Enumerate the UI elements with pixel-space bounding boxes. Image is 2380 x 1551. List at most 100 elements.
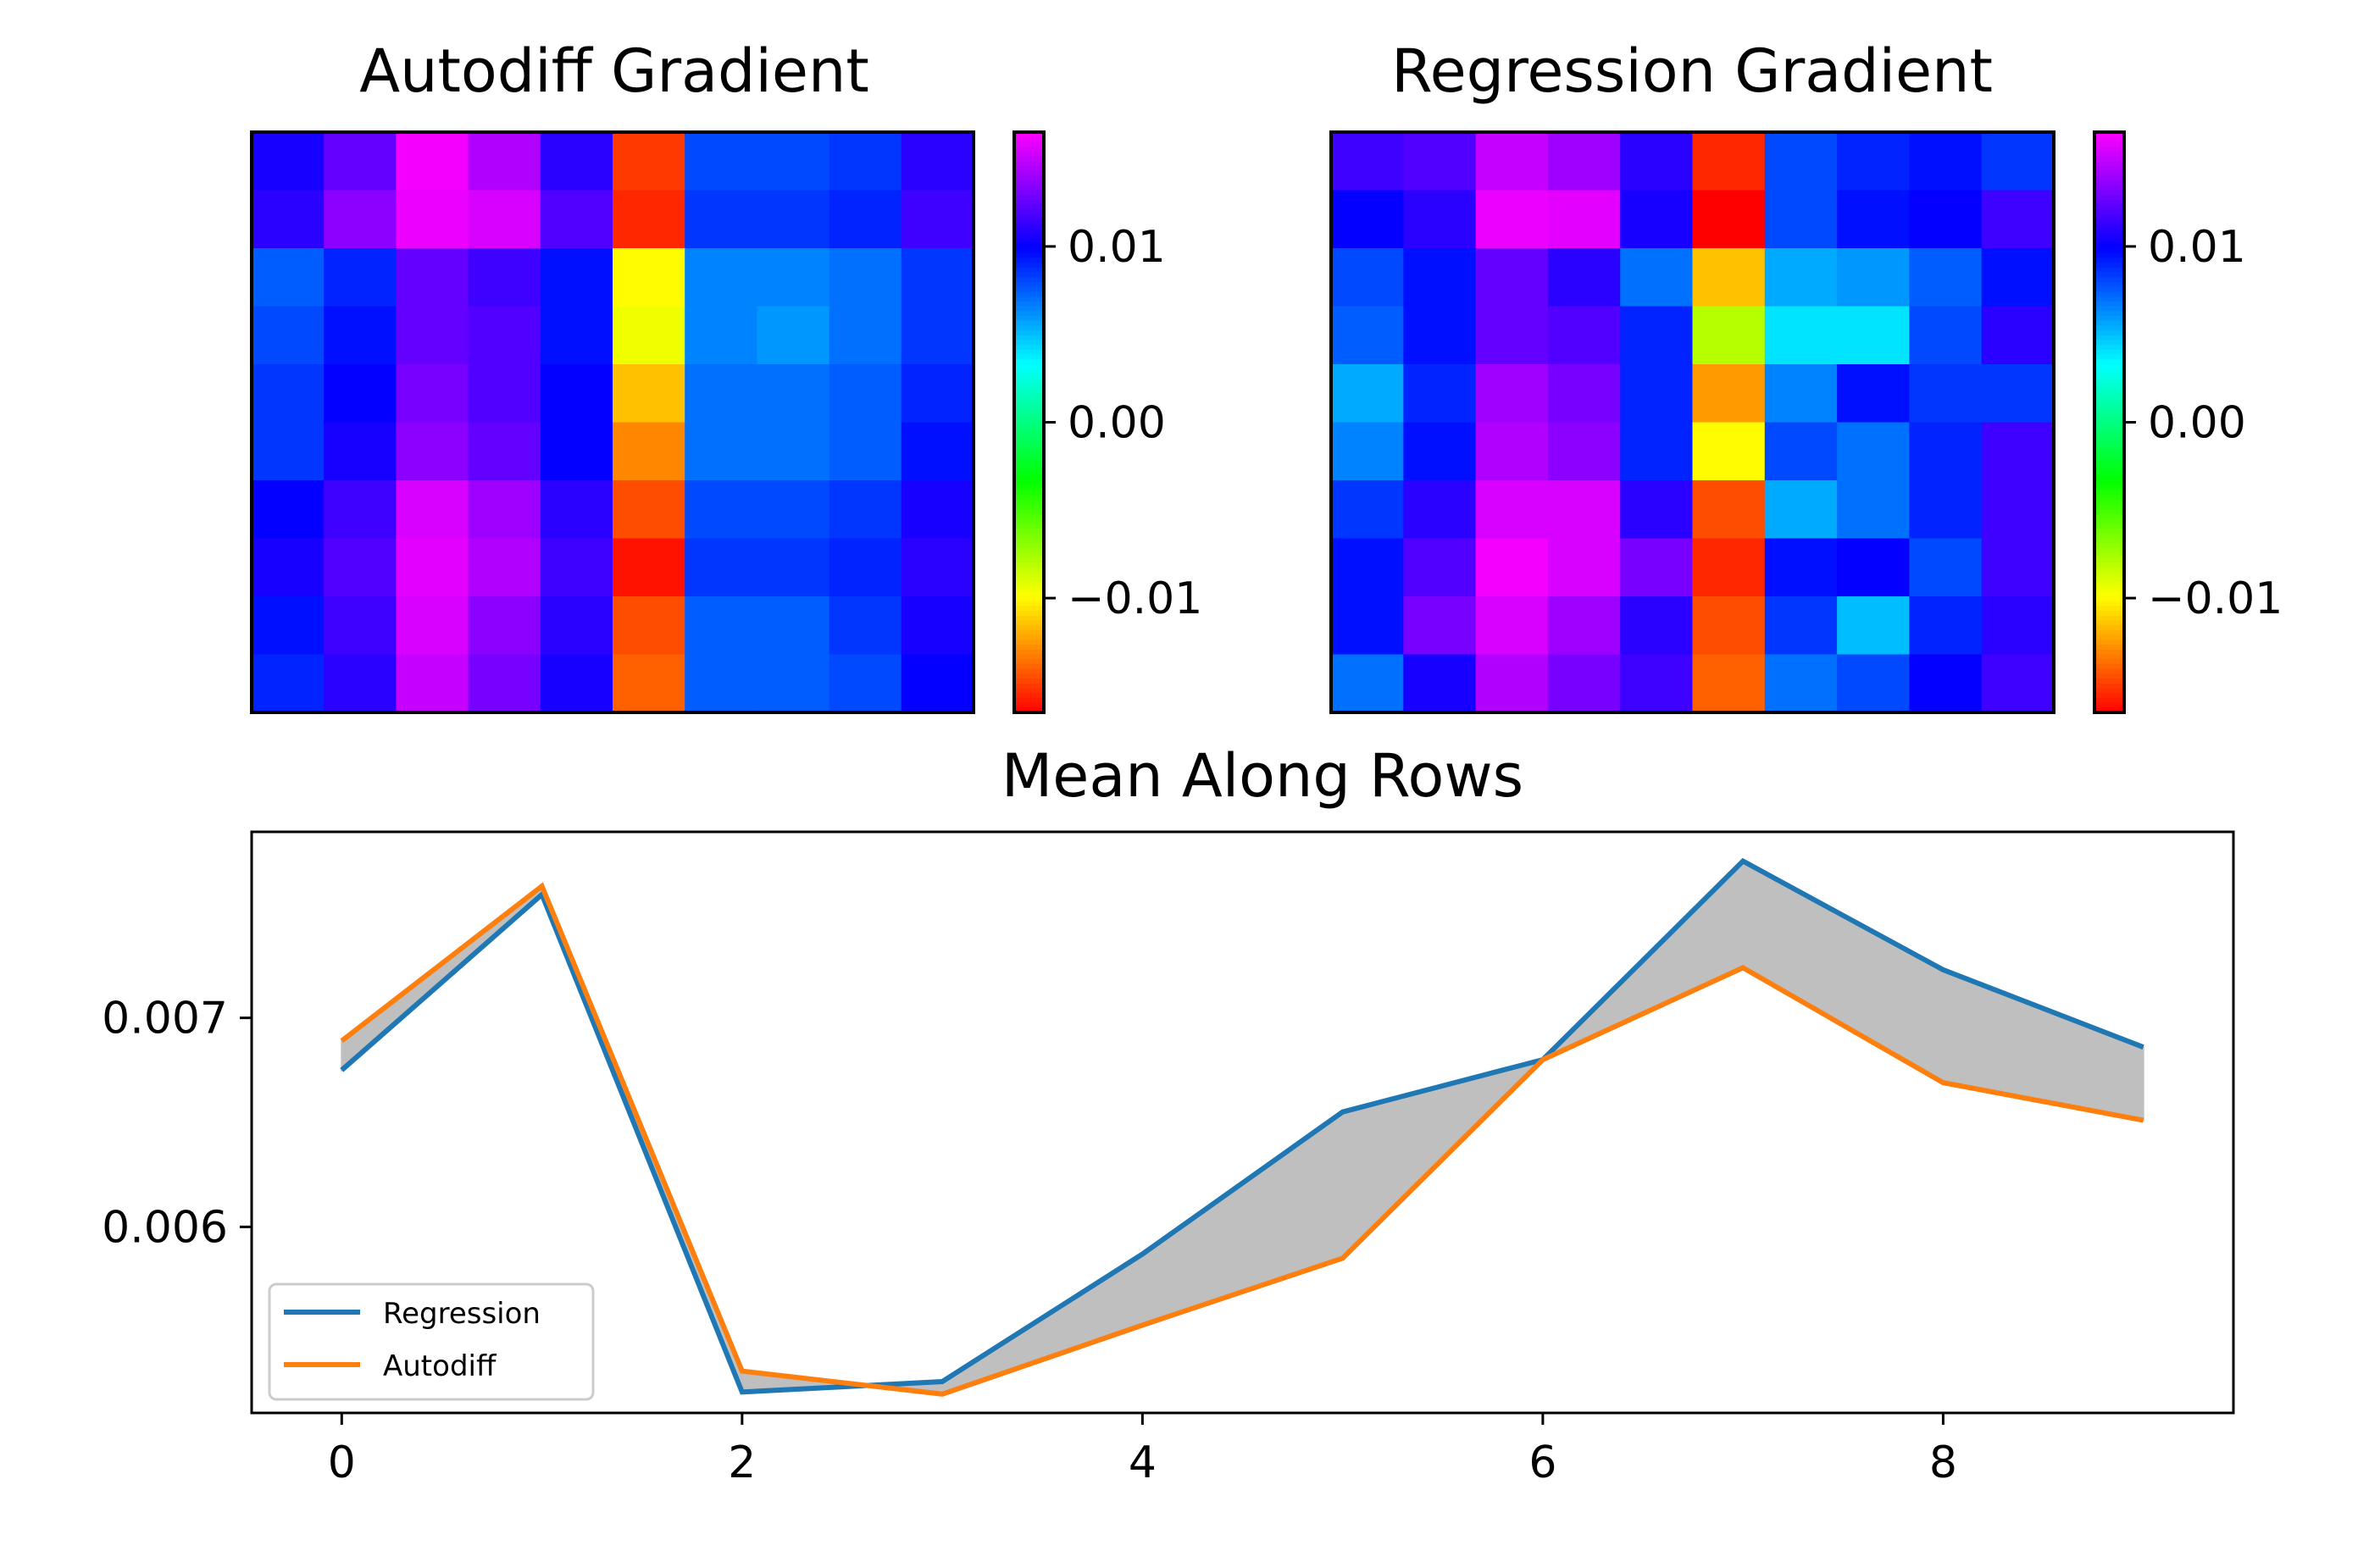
- autodiff-colorbar-step: [1014, 199, 1044, 206]
- regression-colorbar-step: [2094, 688, 2124, 694]
- difference-fill: [341, 860, 2144, 1395]
- regression-cell-r1-c5: [1692, 190, 1766, 249]
- autodiff-colorbar-step: [1014, 345, 1044, 351]
- regression-cell-r7-c3: [1547, 538, 1621, 597]
- autodiff-cell-r3-c2: [396, 306, 469, 365]
- regression-gradient-title: Regression Gradient: [1391, 36, 1993, 106]
- autodiff-colorbar-tick-label: −0.01: [1068, 573, 1202, 624]
- autodiff-colorbar-step: [1014, 161, 1044, 167]
- regression-colorbar-step: [2094, 214, 2124, 220]
- regression-cell-r6-c3: [1547, 480, 1621, 540]
- autodiff-cell-r9-c3: [468, 654, 541, 713]
- regression-cell-r0-c4: [1620, 132, 1694, 191]
- autodiff-cell-r3-c3: [468, 306, 541, 365]
- autodiff-cell-r0-c3: [468, 132, 541, 191]
- autodiff-colorbar-step: [1014, 263, 1044, 269]
- legend[interactable]: Regression Autodiff: [268, 1282, 595, 1401]
- regression-colorbar-step: [2094, 475, 2124, 481]
- autodiff-cell-r1-c4: [540, 190, 613, 249]
- regression-cell-r0-c9: [1981, 132, 2055, 191]
- regression-colorbar-step: [2094, 552, 2124, 558]
- autodiff-colorbar-step: [1014, 465, 1044, 472]
- regression-cell-r6-c5: [1692, 480, 1766, 540]
- regression-cell-r8-c0: [1331, 596, 1404, 656]
- regression-cell-r2-c2: [1475, 248, 1549, 307]
- autodiff-cell-r5-c1: [324, 422, 397, 481]
- regression-cell-r8-c5: [1692, 596, 1766, 656]
- autodiff-cell-r8-c3: [468, 596, 541, 656]
- autodiff-colorbar-step: [1014, 601, 1044, 607]
- autodiff-cell-r0-c0: [252, 132, 325, 191]
- regression-cell-r0-c8: [1909, 132, 1983, 191]
- autodiff-colorbar-step: [1014, 513, 1044, 520]
- legend-label-autodiff: Autodiff: [383, 1349, 497, 1383]
- autodiff-colorbar-step: [1014, 335, 1044, 341]
- regression-colorbar-step: [2094, 199, 2124, 206]
- autodiff-cell-r2-c3: [468, 248, 541, 307]
- autodiff-colorbar-step: [1014, 523, 1044, 529]
- autodiff-cell-r6-c2: [396, 480, 469, 540]
- regression-cell-r4-c2: [1475, 364, 1549, 424]
- autodiff-colorbar-tick-label: 0.01: [1068, 222, 1166, 273]
- autodiff-colorbar-step: [1014, 649, 1044, 656]
- regression-cell-r7-c1: [1403, 538, 1477, 597]
- regression-colorbar-step: [2094, 263, 2124, 269]
- regression-colorbar-step: [2094, 165, 2124, 172]
- autodiff-colorbar-step: [1014, 509, 1044, 515]
- autodiff-colorbar-step: [1014, 490, 1044, 496]
- autodiff-cell-r6-c8: [829, 480, 902, 540]
- autodiff-colorbar-step: [1014, 552, 1044, 558]
- regression-cell-r3-c1: [1403, 306, 1477, 365]
- regression-colorbar-step: [2094, 645, 2124, 651]
- autodiff-colorbar-step: [1014, 175, 1044, 181]
- regression-cell-r1-c0: [1331, 190, 1404, 249]
- regression-cell-r1-c9: [1981, 190, 2055, 249]
- autodiff-colorbar-step: [1014, 214, 1044, 220]
- autodiff-cell-r2-c8: [829, 248, 902, 307]
- autodiff-colorbar-step: [1014, 431, 1044, 438]
- autodiff-cell-r7-c4: [540, 538, 613, 597]
- regression-cell-r3-c3: [1547, 306, 1621, 365]
- regression-colorbar-step: [2094, 581, 2124, 588]
- regression-colorbar-step: [2094, 388, 2124, 394]
- regression-colorbar-step: [2094, 441, 2124, 447]
- autodiff-colorbar-step: [1014, 306, 1044, 312]
- autodiff-colorbar-step: [1014, 185, 1044, 191]
- regression-colorbar-step: [2094, 413, 2124, 418]
- regression-colorbar-step: [2094, 683, 2124, 690]
- autodiff-cell-r9-c4: [540, 654, 613, 713]
- regression-colorbar-step: [2094, 543, 2124, 549]
- regression-colorbar-step: [2094, 596, 2124, 602]
- regression-colorbar-step: [2094, 697, 2124, 704]
- regression-cell-r0-c0: [1331, 132, 1404, 191]
- regression-colorbar-step: [2094, 190, 2124, 196]
- regression-colorbar-step: [2094, 702, 2124, 708]
- regression-colorbar-step: [2094, 374, 2124, 379]
- regression-cell-r9-c2: [1475, 654, 1549, 713]
- regression-cell-r1-c1: [1403, 190, 1477, 249]
- regression-colorbar-step: [2094, 422, 2124, 428]
- autodiff-cell-r0-c5: [613, 132, 685, 191]
- autodiff-colorbar-step: [1014, 132, 1044, 138]
- regression-colorbar-step: [2094, 219, 2124, 225]
- regression-colorbar-step: [2094, 345, 2124, 351]
- regression-colorbar-step: [2094, 470, 2124, 476]
- autodiff-cell-r8-c4: [540, 596, 613, 656]
- autodiff-cell-r8-c7: [757, 596, 830, 656]
- autodiff-cell-r8-c6: [685, 596, 757, 656]
- autodiff-colorbar-step: [1014, 640, 1044, 645]
- autodiff-colorbar-step: [1014, 330, 1044, 336]
- regression-colorbar-step: [2094, 272, 2124, 278]
- regression-cell-r5-c0: [1331, 422, 1404, 481]
- regression-colorbar: 0.01 0.00 −0.01: [2093, 130, 2283, 714]
- autodiff-cell-r7-c1: [324, 538, 397, 597]
- autodiff-colorbar-step: [1014, 533, 1044, 540]
- regression-colorbar-step: [2094, 601, 2124, 607]
- regression-colorbar-step: [2094, 490, 2124, 496]
- autodiff-colorbar-step: [1014, 354, 1044, 360]
- autodiff-colorbar-step: [1014, 243, 1044, 249]
- regression-colorbar-step: [2094, 320, 2124, 326]
- autodiff-cell-r2-c0: [252, 248, 325, 307]
- autodiff-cell-r9-c8: [829, 654, 902, 713]
- regression-colorbar-step: [2094, 436, 2124, 442]
